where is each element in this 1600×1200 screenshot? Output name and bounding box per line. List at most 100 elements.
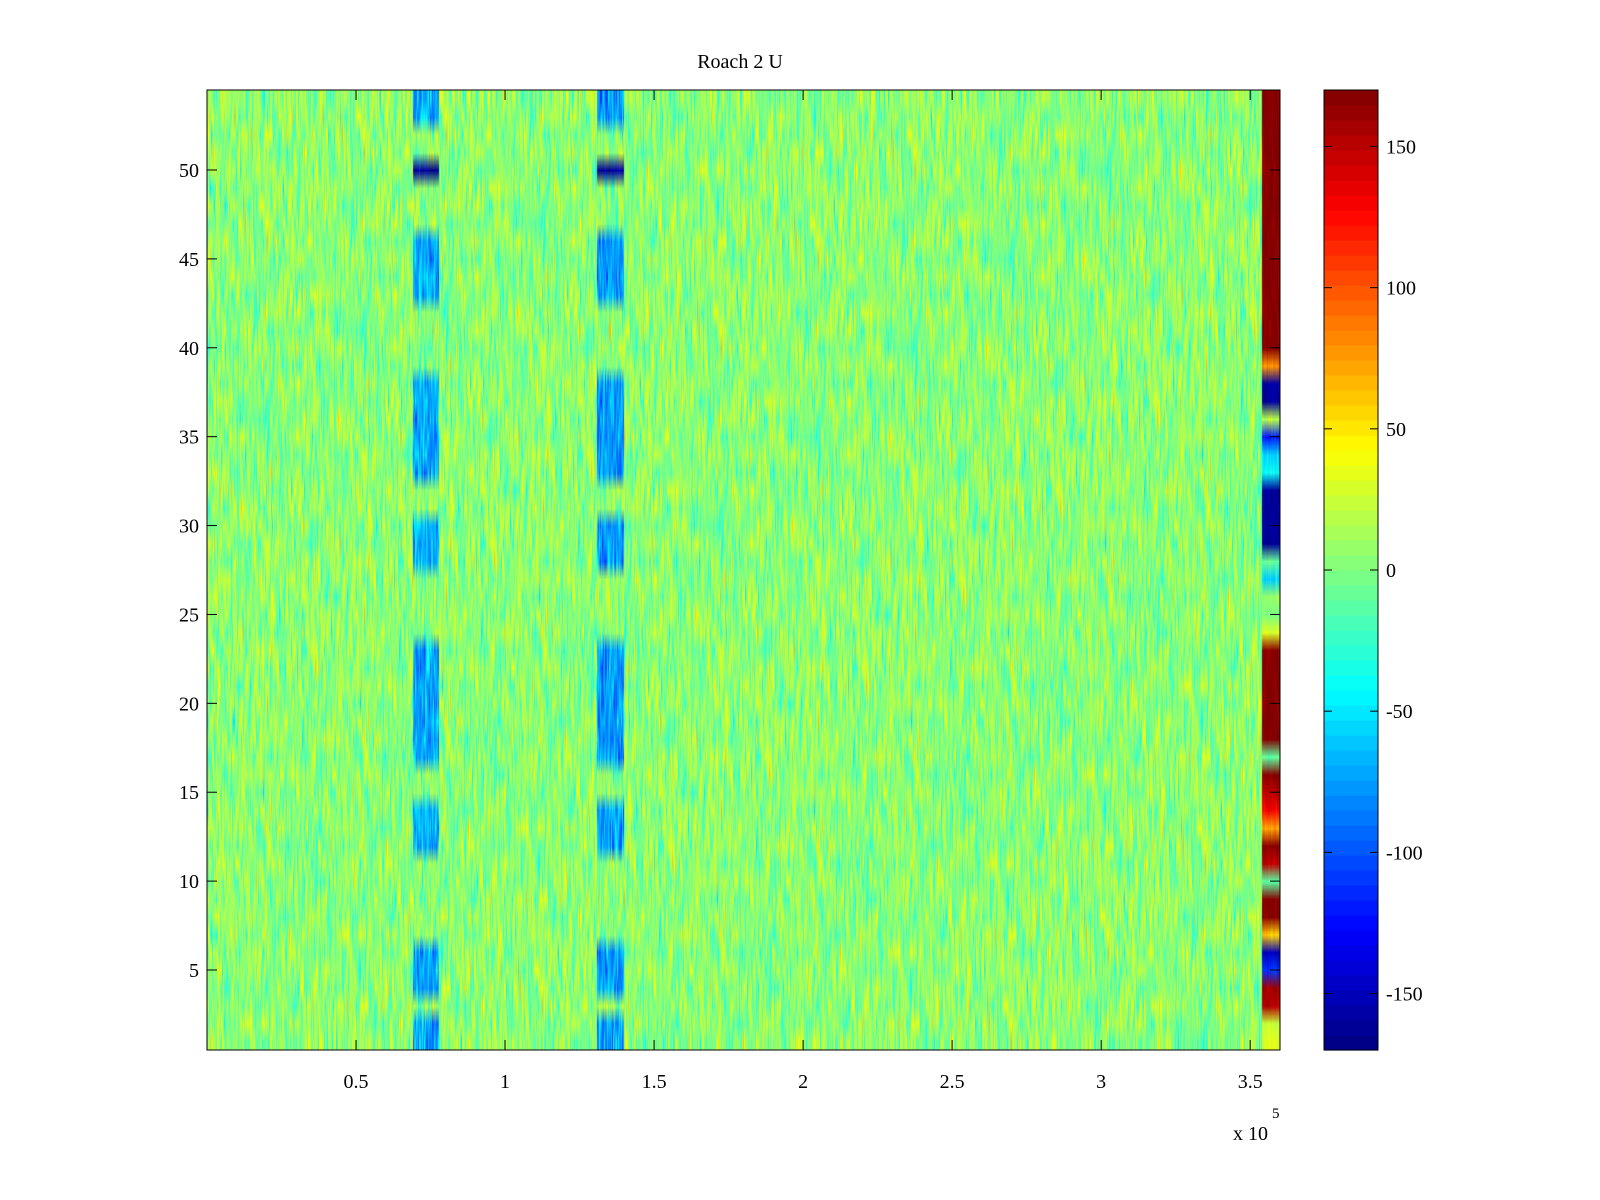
x-tick-label: 1.5 [642,1071,667,1093]
colorbar-band [1324,150,1378,166]
y-tick-label: 40 [179,338,199,360]
colorbar-band [1324,165,1378,181]
plot-frame [206,89,1281,1051]
x-tick-label: 3.5 [1238,1071,1263,1093]
colorbar-band [1324,675,1378,691]
heatmap-image [207,90,1280,1050]
y-tick-label: 15 [179,782,199,804]
x-axis-multiplier: x 10 [1233,1123,1268,1145]
colorbar-band [1324,270,1378,286]
colorbar-band [1324,90,1378,106]
colorbar-band [1324,735,1378,751]
x-tick-label: 0.5 [344,1071,369,1093]
colorbar-band [1324,135,1378,151]
y-tick-label: 35 [179,427,199,449]
colorbar-band [1324,210,1378,226]
x-tick-label: 3 [1096,1071,1106,1093]
y-tick-label: 25 [179,604,199,626]
colorbar-tick-label: 150 [1386,136,1416,158]
colorbar-band [1324,255,1378,271]
colorbar-band [1324,900,1378,916]
y-tick-label: 30 [179,516,199,538]
colorbar-tick-label: 50 [1386,419,1406,441]
colorbar-band [1324,390,1378,406]
colorbar-band [1324,840,1378,856]
colorbar-band [1324,195,1378,211]
colorbar-band [1324,285,1378,301]
colorbar-band [1324,480,1378,496]
colorbar-band [1324,105,1378,121]
colorbar-band [1324,300,1378,316]
colorbar-band [1324,615,1378,631]
x-axis-ticks: 0.5 1 1.5 2 2.5 3 3.5 [344,90,1263,1093]
colorbar-band [1324,525,1378,541]
colorbar-band [1324,765,1378,781]
colorbar-band [1324,1035,1378,1051]
colorbar-band [1324,405,1378,421]
colorbar-band [1324,705,1378,721]
y-tick-label: 10 [179,871,199,893]
colorbar-band [1324,975,1378,991]
colorbar-band [1324,1005,1378,1021]
y-tick-label: 5 [189,960,199,982]
colorbar-tick-label: 0 [1386,560,1396,582]
colorbar-band [1324,180,1378,196]
colorbar-band [1324,375,1378,391]
colorbar-band [1324,540,1378,556]
colorbar: -150 -100 -50 0 50 100 150 [1323,89,1423,1051]
colorbar-band [1324,225,1378,241]
colorbar-band [1324,780,1378,796]
colorbar-gradient [1324,90,1378,1051]
colorbar-band [1324,450,1378,466]
heatmap-plot-area [207,90,1280,1050]
colorbar-band [1324,960,1378,976]
colorbar-band [1324,510,1378,526]
colorbar-band [1324,945,1378,961]
x-tick-label: 2 [798,1071,808,1093]
colorbar-band [1324,660,1378,676]
x-tick-label: 2.5 [940,1071,965,1093]
colorbar-band [1324,495,1378,511]
colorbar-band [1324,855,1378,871]
colorbar-frame [1323,89,1379,1051]
colorbar-band [1324,795,1378,811]
colorbar-band [1324,825,1378,841]
y-axis-ticks: 5 10 15 20 25 30 35 40 45 50 [179,160,1280,982]
y-tick-label: 20 [179,693,199,715]
colorbar-band [1324,645,1378,661]
x-tick-label: 1 [500,1071,510,1093]
colorbar-band [1324,330,1378,346]
colorbar-band [1324,555,1378,571]
colorbar-band [1324,465,1378,481]
y-tick-label: 45 [179,249,199,271]
colorbar-band [1324,870,1378,886]
colorbar-band [1324,810,1378,826]
colorbar-band [1324,720,1378,736]
colorbar-tick-label: -100 [1386,842,1423,864]
colorbar-band [1324,435,1378,451]
colorbar-band [1324,885,1378,901]
colorbar-band [1324,930,1378,946]
colorbar-band [1324,570,1378,586]
colorbar-band [1324,915,1378,931]
colorbar-band [1324,1020,1378,1036]
x-axis-multiplier-exponent: 5 [1272,1106,1280,1122]
colorbar-band [1324,600,1378,616]
colorbar-ticks: -150 -100 -50 0 50 100 150 [1324,136,1423,1006]
colorbar-band [1324,750,1378,766]
colorbar-band [1324,120,1378,136]
y-tick-label: 50 [179,160,199,182]
colorbar-band [1324,990,1378,1006]
colorbar-band [1324,690,1378,706]
colorbar-tick-label: -150 [1386,984,1423,1006]
colorbar-band [1324,630,1378,646]
colorbar-band [1324,315,1378,331]
colorbar-band [1324,420,1378,436]
colorbar-band [1324,360,1378,376]
chart-title: Roach 2 U [697,51,783,73]
colorbar-tick-label: 100 [1386,278,1416,300]
colorbar-band [1324,240,1378,256]
colorbar-tick-label: -50 [1386,701,1413,723]
colorbar-band [1324,585,1378,601]
